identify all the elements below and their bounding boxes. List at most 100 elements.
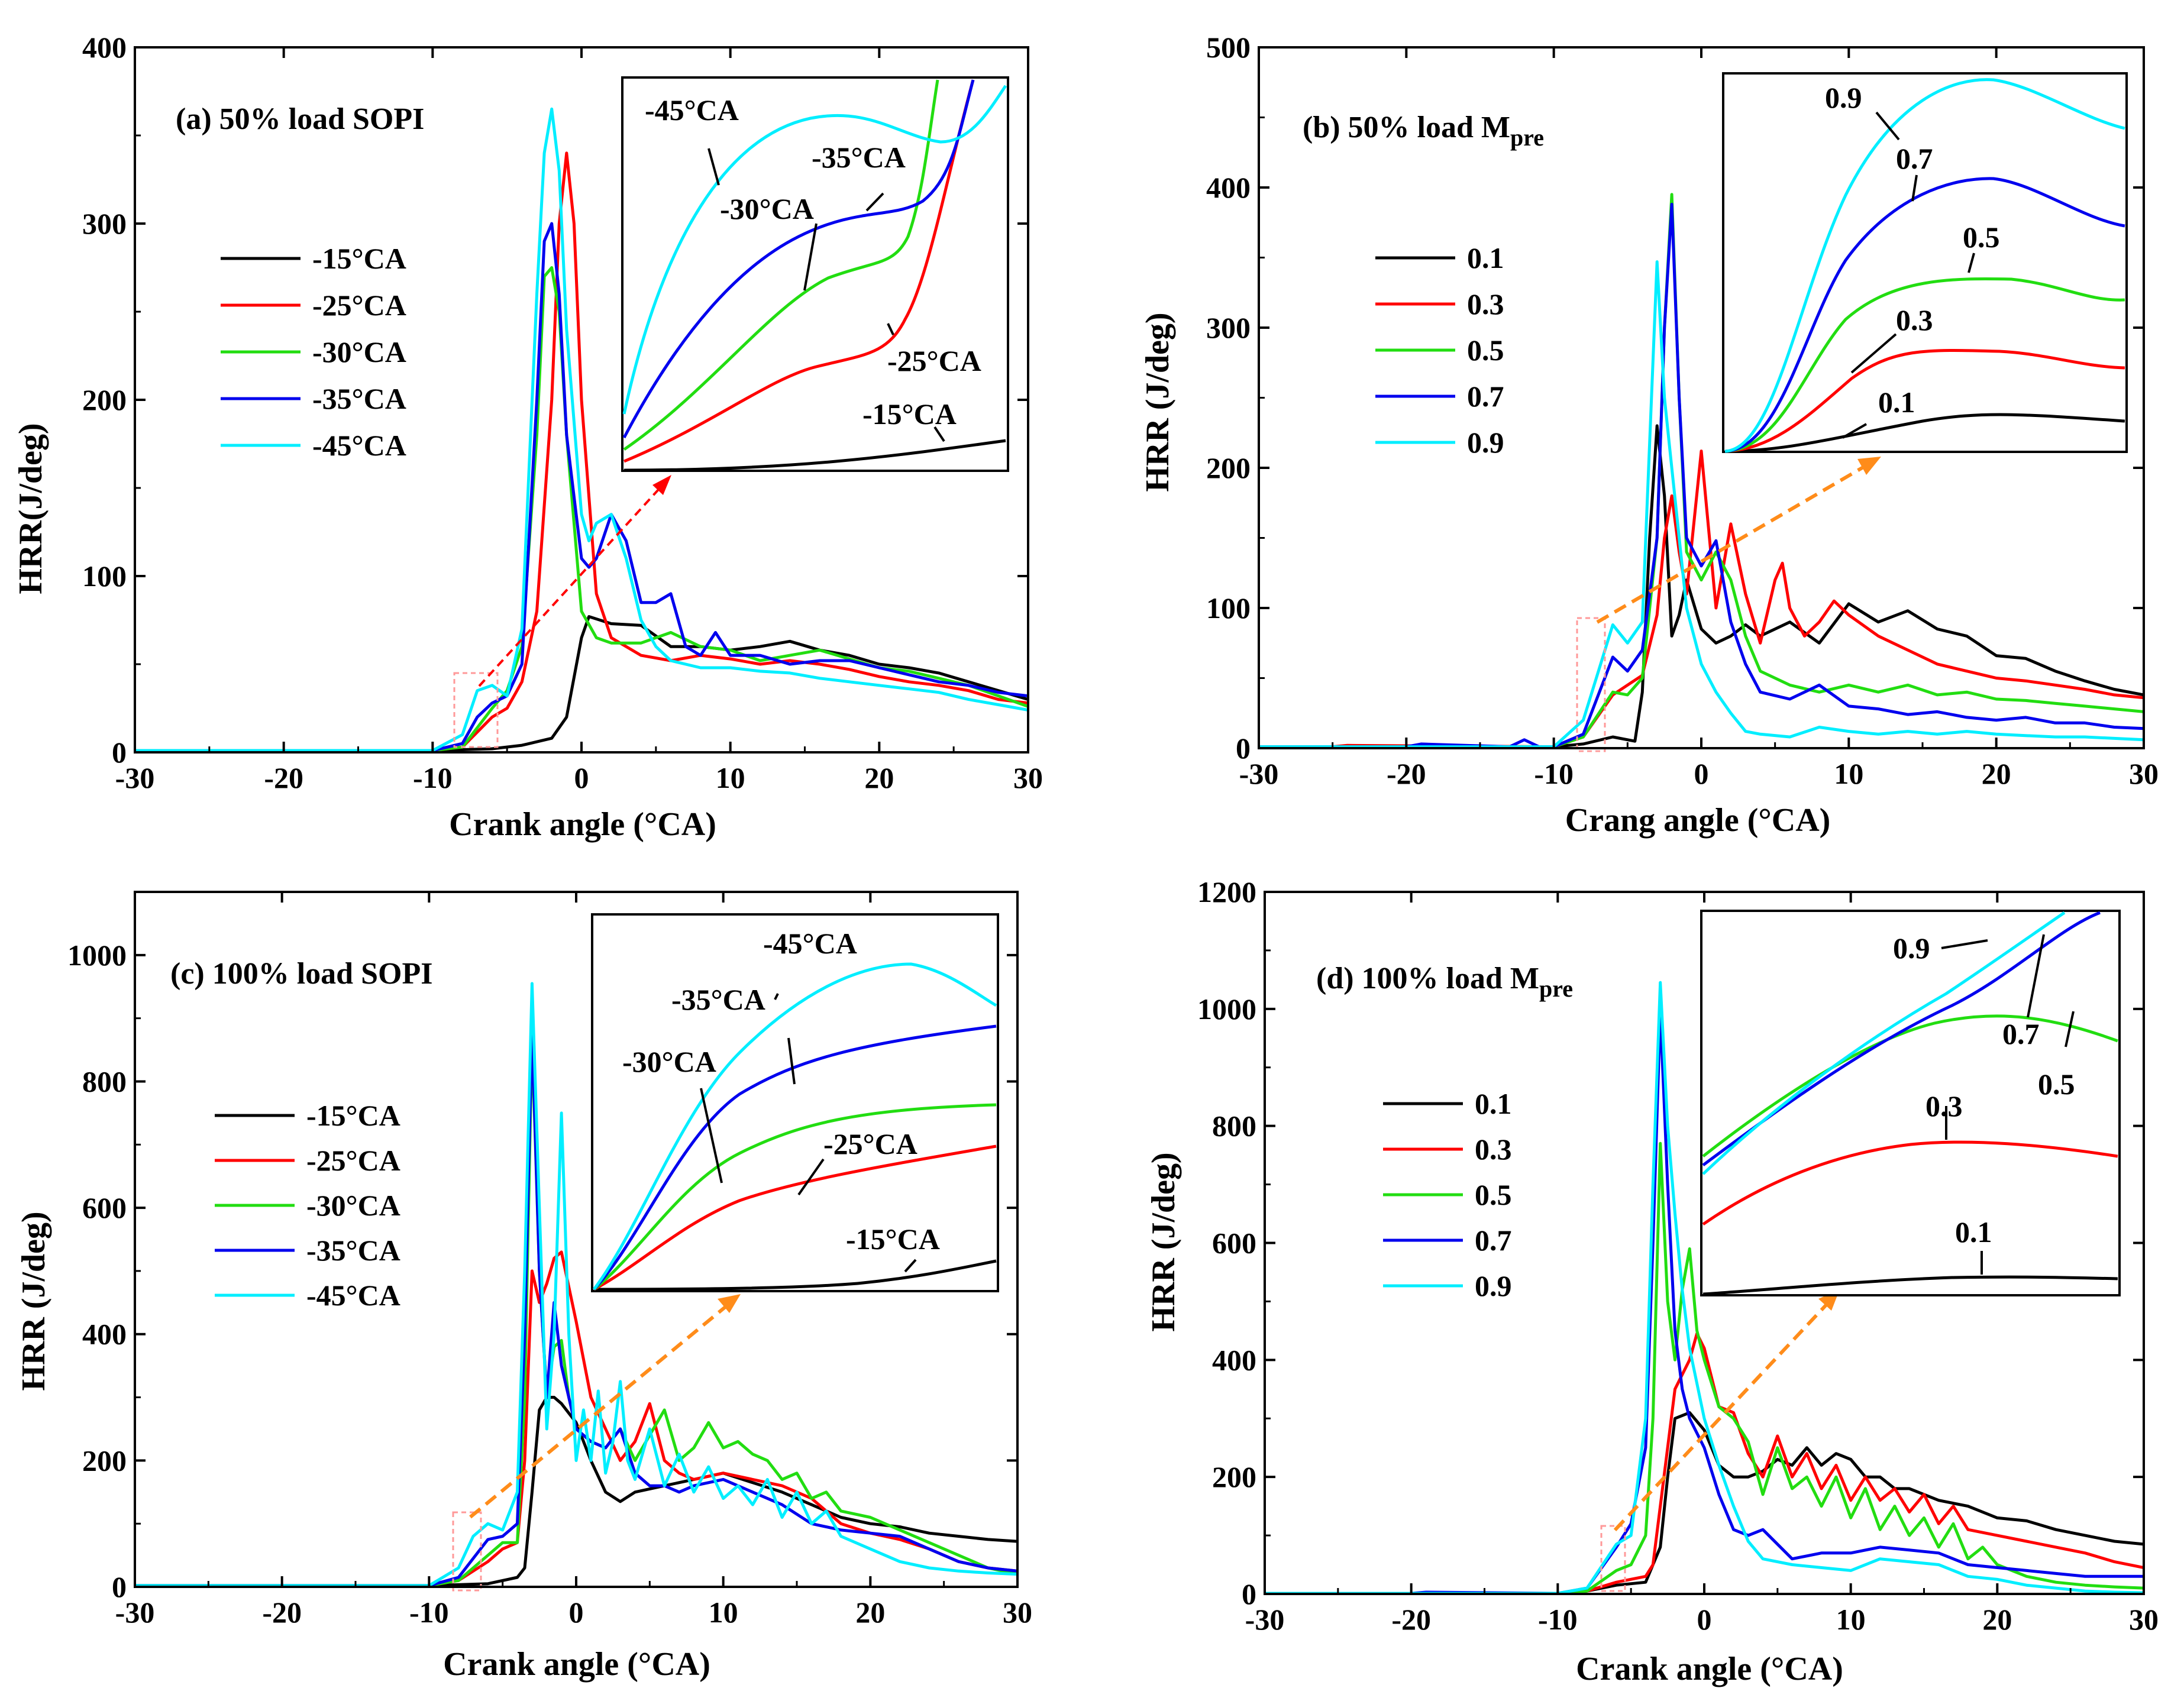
panel-a-zoom-arrowhead [652, 475, 671, 495]
panel-b-zoom-arrowhead [1857, 457, 1881, 475]
x-tick-label-c-1: -20 [262, 1596, 302, 1629]
panel-b-series [1259, 193, 2144, 748]
inset-d-label-01: 0.1 [1955, 1215, 1992, 1249]
y-tick-label-a-0: 0 [112, 736, 127, 769]
panel-c-inset: -45°CA -35°CA -30°CA -25°CA -15°CA [591, 913, 999, 1292]
panel-b-zoom-arrow [1596, 462, 1870, 624]
x-tick-label-c-3: 0 [569, 1596, 584, 1629]
series-line-d-2 [1265, 1141, 2144, 1594]
panel-a-ylabel: HRR(J/deg) [12, 423, 49, 594]
y-tick-label-b-0: 0 [1236, 732, 1251, 765]
x-tick-label-a-0: -30 [115, 761, 155, 794]
panel-b: 0.9 0.7 0.5 0.3 0.1 -30 -20 -10 0 10 20 300100… [1139, 31, 2159, 839]
series-line-a-4 [135, 107, 1028, 752]
legend-label-b-3: 0.7 [1467, 380, 1504, 413]
panel-a-xlabel: Crank angle (°CA) [449, 806, 716, 843]
legend-label-d-3: 0.7 [1475, 1224, 1512, 1257]
panel-c-zoom-arrowhead [718, 1294, 741, 1313]
panel-a-series [135, 107, 1028, 752]
panel-a-zoom-arrow [478, 483, 665, 687]
y-tick-label-b-3: 300 [1206, 311, 1251, 344]
inset-c-label-35: -35°CA [671, 983, 765, 1016]
y-tick-label-d-3: 600 [1212, 1227, 1256, 1260]
panel-c-zoom-region [452, 1511, 482, 1592]
x-tick-label-d-0: -30 [1245, 1603, 1285, 1636]
x-tick-label-c-6: 30 [1003, 1596, 1032, 1629]
x-tick-label-a-5: 20 [864, 761, 894, 794]
x-tick-label-d-4: 10 [1836, 1603, 1866, 1636]
inset-d-label-03: 0.3 [1925, 1089, 1963, 1123]
panel-d-zoom-arrow [1613, 1299, 1831, 1532]
inset-c-curve-45 [593, 962, 997, 1291]
panel-c-ticks: -30 -20 -10 0 10 20 30 0 200 400 600 800 1000 [67, 892, 1032, 1629]
panel-c-xlabel: Crank angle (°CA) [443, 1646, 710, 1683]
panel-d-zoom-region [1600, 1525, 1626, 1592]
inset-b-curve-09 [1724, 78, 2125, 453]
panel-b-title: (b) 50% load Mpre [1303, 111, 1544, 151]
y-tick-label-c-0: 0 [112, 1570, 127, 1603]
y-tick-label-d-0: 0 [1242, 1577, 1256, 1611]
y-tick-label-b-5: 500 [1206, 31, 1251, 64]
series-line-d-1 [1265, 1332, 2144, 1594]
inset-d-label-07: 0.7 [2002, 1017, 2040, 1050]
y-tick-label-c-4: 800 [82, 1065, 127, 1098]
panel-d-ylabel: HRR (J/deg) [1145, 1152, 1182, 1331]
y-tick-label-a-3: 300 [82, 207, 127, 240]
y-tick-label-d-2: 400 [1212, 1343, 1256, 1376]
y-tick-label-c-2: 400 [82, 1318, 127, 1351]
panel-a-title: (a) 50% load SOPI [176, 102, 424, 136]
x-tick-label-a-2: -10 [413, 761, 453, 794]
legend-label-c-3: -35°CA [306, 1234, 400, 1267]
inset-d-curve-09 [1702, 911, 2066, 1175]
panel-b-zoom-region [1576, 617, 1606, 752]
inset-d-label-05: 0.5 [2038, 1068, 2075, 1101]
series-line-d-0 [1265, 1411, 2144, 1594]
x-tick-label-a-4: 10 [716, 761, 745, 794]
inset-a-curve-15 [623, 439, 1006, 472]
legend-label-a-3: -35°CA [312, 382, 406, 415]
x-tick-label-a-1: -20 [264, 761, 303, 794]
legend-label-c-1: -25°CA [306, 1144, 400, 1177]
x-tick-label-b-3: 0 [1694, 757, 1709, 790]
inset-c-curve-30 [593, 1103, 997, 1291]
x-tick-label-b-6: 30 [2129, 757, 2159, 790]
y-tick-label-a-1: 100 [82, 560, 127, 593]
x-tick-label-b-4: 10 [1834, 757, 1863, 790]
y-tick-label-d-5: 1000 [1197, 992, 1256, 1026]
panel-c-zoom-arrow [469, 1302, 730, 1519]
inset-c-curve-35 [593, 1024, 997, 1291]
x-tick-label-b-1: -20 [1387, 757, 1426, 790]
legend-label-d-2: 0.5 [1475, 1178, 1512, 1211]
inset-b-label-05: 0.5 [1963, 221, 2000, 254]
legend-label-a-0: -15°CA [312, 242, 406, 275]
y-tick-label-d-6: 1200 [1197, 875, 1256, 908]
legend-label-c-0: -15°CA [306, 1099, 400, 1132]
inset-c-label-30: -30°CA [622, 1045, 716, 1078]
panel-d-inset: 0.9 0.7 0.5 0.3 0.1 [1700, 910, 2121, 1296]
inset-a-label-25: -25°CA [887, 344, 981, 377]
x-tick-label-c-4: 10 [709, 1596, 738, 1629]
inset-c-label-25: -25°CA [823, 1127, 917, 1160]
series-line-d-4 [1265, 981, 2144, 1594]
inset-a-label-30: -30°CA [720, 192, 814, 225]
inset-a-curve-35 [622, 79, 975, 439]
series-line-c-4 [135, 982, 1017, 1587]
series-line-b-2 [1259, 193, 2144, 748]
inset-b-curve-05 [1724, 277, 2125, 453]
series-line-b-1 [1259, 449, 2144, 748]
legend-label-d-0: 0.1 [1475, 1087, 1512, 1120]
legend-label-d-4: 0.9 [1475, 1269, 1512, 1302]
inset-c-curve-25 [593, 1144, 997, 1291]
panel-a-inset: -45°CA -35°CA -30°CA -25°CA -15°CA [621, 76, 1009, 472]
panel-b-ylabel: HRR (J/deg) [1139, 312, 1176, 491]
panel-d-xlabel: Crank angle (°CA) [1576, 1651, 1843, 1687]
inset-a-label-15: -15°CA [862, 397, 957, 431]
inset-d-curve-03 [1702, 1140, 2118, 1226]
x-tick-label-b-5: 20 [1982, 757, 2011, 790]
legend-label-a-2: -30°CA [312, 335, 406, 368]
series-line-b-0 [1259, 424, 2144, 748]
inset-b-curve-03 [1724, 348, 2125, 453]
